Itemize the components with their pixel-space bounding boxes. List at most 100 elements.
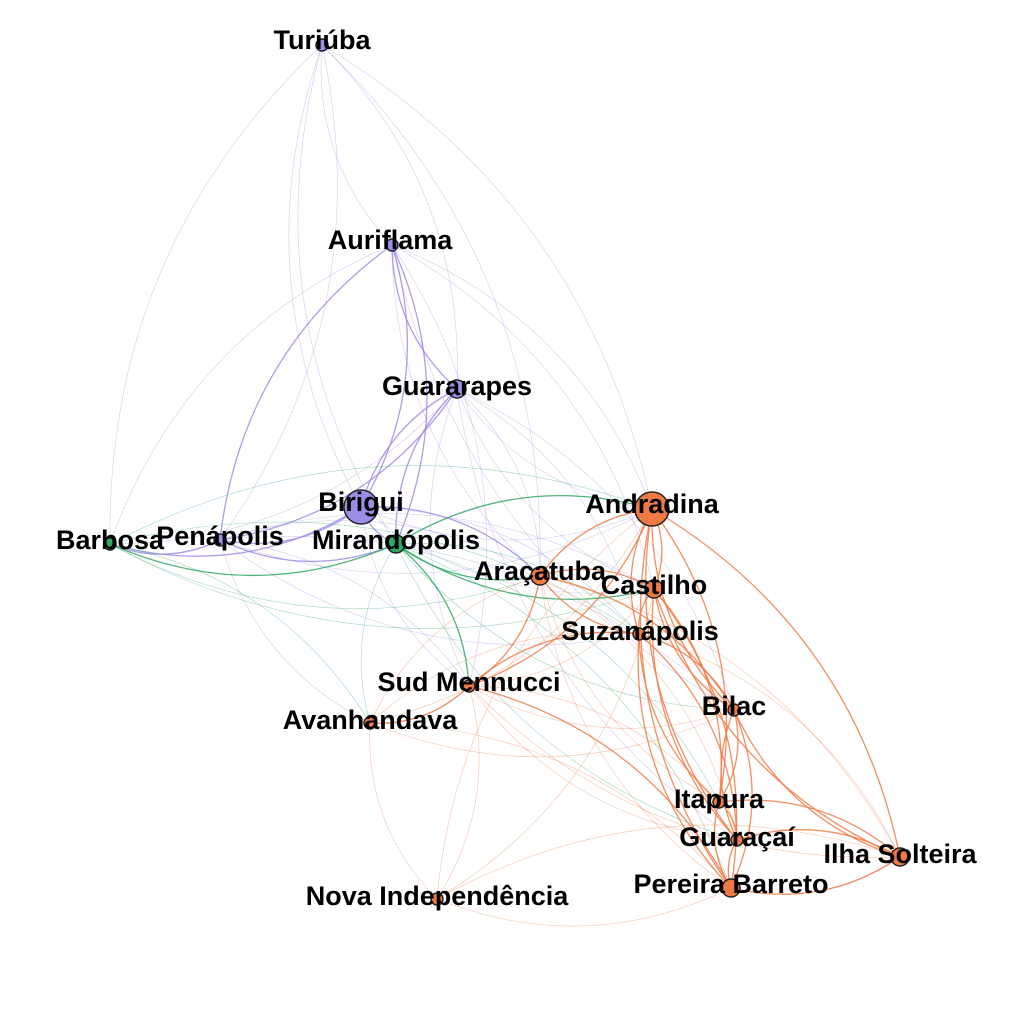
node-mirandopolis[interactable] xyxy=(386,534,406,554)
edge-suzanapolis-guaracai xyxy=(638,633,738,841)
edge-birigui-barbosa xyxy=(109,506,362,557)
edge-penapolis-aracatuba xyxy=(219,520,541,577)
edge-penapolis-mirandopolis xyxy=(219,539,397,563)
node-label-ilhasolteira: Ilha Solteira xyxy=(823,839,977,869)
edge-pereirabarreto-novaindependencia xyxy=(436,887,732,927)
edge-suzanapolis-pereirabarreto xyxy=(637,633,732,889)
edge-mirandopolis-itapura xyxy=(395,543,720,803)
edge-guararapes-andradina xyxy=(456,388,653,510)
edge-bilac-pereirabarreto xyxy=(730,709,753,889)
edge-sudmennucci-novaindependencia xyxy=(436,685,480,900)
node-novaindependencia[interactable] xyxy=(430,892,444,906)
edge-turiuba-penapolis xyxy=(219,44,338,541)
edge-auriflama-guararapes xyxy=(391,244,458,390)
node-suzanapolis[interactable] xyxy=(632,627,646,641)
node-avanhandava[interactable] xyxy=(363,716,377,730)
node-label-turiuba: Turiúba xyxy=(274,25,372,55)
edge-castilho-guaracai xyxy=(651,588,738,841)
label-layer: Turiúba Auriflama Guararapes Birigui Penápol… xyxy=(56,25,978,911)
node-layer xyxy=(103,38,910,906)
edge-birigui-sudmennucci xyxy=(360,506,470,687)
edge-mirandopolis-castilho xyxy=(395,543,655,600)
edge-sudmennucci-itapura xyxy=(468,685,720,803)
node-bilac[interactable] xyxy=(727,703,741,717)
edge-andradina-novaindependencia xyxy=(436,508,653,900)
edge-sudmennucci-bilac xyxy=(468,685,735,729)
node-guaracai[interactable] xyxy=(730,833,744,847)
edge-turiuba-andradina xyxy=(321,44,653,510)
edge-itapura-ilhasolteira xyxy=(718,799,901,858)
node-itapura[interactable] xyxy=(712,795,726,809)
edge-layer xyxy=(109,44,901,927)
edge-aracatuba-sudmennucci xyxy=(468,575,541,687)
edge-suzanapolis-itapura xyxy=(638,633,720,803)
edge-turiuba-guararapes xyxy=(321,44,458,390)
edge-auriflama-barbosa xyxy=(109,244,393,545)
node-label-auriflama: Auriflama xyxy=(328,225,454,255)
edge-penapolis-sudmennucci xyxy=(219,539,470,687)
node-turiuba[interactable] xyxy=(315,38,329,52)
edge-turiuba-aracatuba xyxy=(321,44,541,577)
edge-turiuba-mirandopolis xyxy=(297,44,397,545)
edge-sudmennucci-guaracai xyxy=(468,685,738,841)
edge-castilho-sudmennucci xyxy=(468,588,655,687)
edge-guararapes-mirandopolis xyxy=(395,388,458,545)
node-label-itapura: Itapura xyxy=(674,784,765,814)
edge-suzanapolis-bilac xyxy=(638,633,735,711)
node-label-suzanapolis: Suzanápolis xyxy=(561,616,719,646)
edge-birigui-aracatuba xyxy=(360,506,541,577)
edge-guararapes-sudmennucci xyxy=(429,388,470,687)
edge-turiuba-birigui xyxy=(288,44,362,508)
edge-barbosa-aracatuba xyxy=(109,543,541,609)
node-pereirabarreto[interactable] xyxy=(721,878,741,898)
node-aracatuba[interactable] xyxy=(530,566,550,586)
node-label-barbosa: Barbosa xyxy=(56,525,165,555)
node-label-birigui: Birigui xyxy=(318,487,404,517)
node-label-penapolis: Penápolis xyxy=(156,521,284,551)
edge-birigui-andradina xyxy=(360,506,653,541)
edge-penapolis-bilac xyxy=(219,536,735,711)
edge-aracatuba-guaracai xyxy=(539,575,738,841)
node-sudmennucci[interactable] xyxy=(462,679,476,693)
edge-suzanapolis-avanhandava xyxy=(369,631,640,724)
node-penapolis[interactable] xyxy=(213,533,227,547)
edge-auriflama-aracatuba xyxy=(391,244,541,577)
edge-avanhandava-pereirabarreto xyxy=(369,722,732,889)
node-auriflama[interactable] xyxy=(385,238,399,252)
edge-mirandopolis-avanhandava xyxy=(360,543,397,724)
edge-auriflama-sudmennucci xyxy=(391,244,487,687)
edge-avanhandava-novaindependencia xyxy=(369,722,438,900)
edge-guaracai-ilhasolteira xyxy=(736,828,901,858)
edge-auriflama-penapolis xyxy=(219,244,393,541)
node-label-andradina: Andradina xyxy=(585,489,719,519)
edge-guararapes-aracatuba xyxy=(456,388,541,577)
edge-andradina-avanhandava xyxy=(369,508,653,724)
node-andradina[interactable] xyxy=(634,491,670,527)
edge-auriflama-andradina xyxy=(391,244,653,510)
edge-suzanapolis-ilhasolteira xyxy=(638,633,901,858)
node-label-aracatuba: Araçatuba xyxy=(474,556,607,586)
node-guararapes[interactable] xyxy=(447,379,467,399)
node-ilhasolteira[interactable] xyxy=(890,847,910,867)
edge-bilac-itapura xyxy=(718,709,739,803)
edge-andradina-sudmennucci xyxy=(468,508,653,687)
edge-ilhasolteira-novaindependencia xyxy=(436,824,901,900)
node-barbosa[interactable] xyxy=(103,537,117,551)
node-castilho[interactable] xyxy=(644,579,664,599)
edge-andradina-ilhasolteira xyxy=(651,508,901,858)
edge-auriflama-bilac xyxy=(391,244,735,711)
edge-aracatuba-suzanapolis xyxy=(539,575,640,635)
node-label-sudmennucci: Sud Mennucci xyxy=(377,667,560,697)
node-label-mirandopolis: Mirandópolis xyxy=(312,525,480,555)
edge-castilho-novaindependencia xyxy=(436,588,655,900)
node-birigui[interactable] xyxy=(343,489,379,525)
edge-mirandopolis-bilac xyxy=(395,543,735,711)
edge-penapolis-avanhandava xyxy=(219,539,371,724)
edge-mirandopolis-pereirabarreto xyxy=(395,543,732,889)
edge-guararapes-bilac xyxy=(456,388,735,711)
edge-mirandopolis-sudmennucci xyxy=(395,543,470,687)
edge-mirandopolis-andradina xyxy=(395,494,653,545)
edge-bilac-ilhasolteira xyxy=(733,709,901,858)
edge-birigui-suzanapolis xyxy=(360,506,640,635)
